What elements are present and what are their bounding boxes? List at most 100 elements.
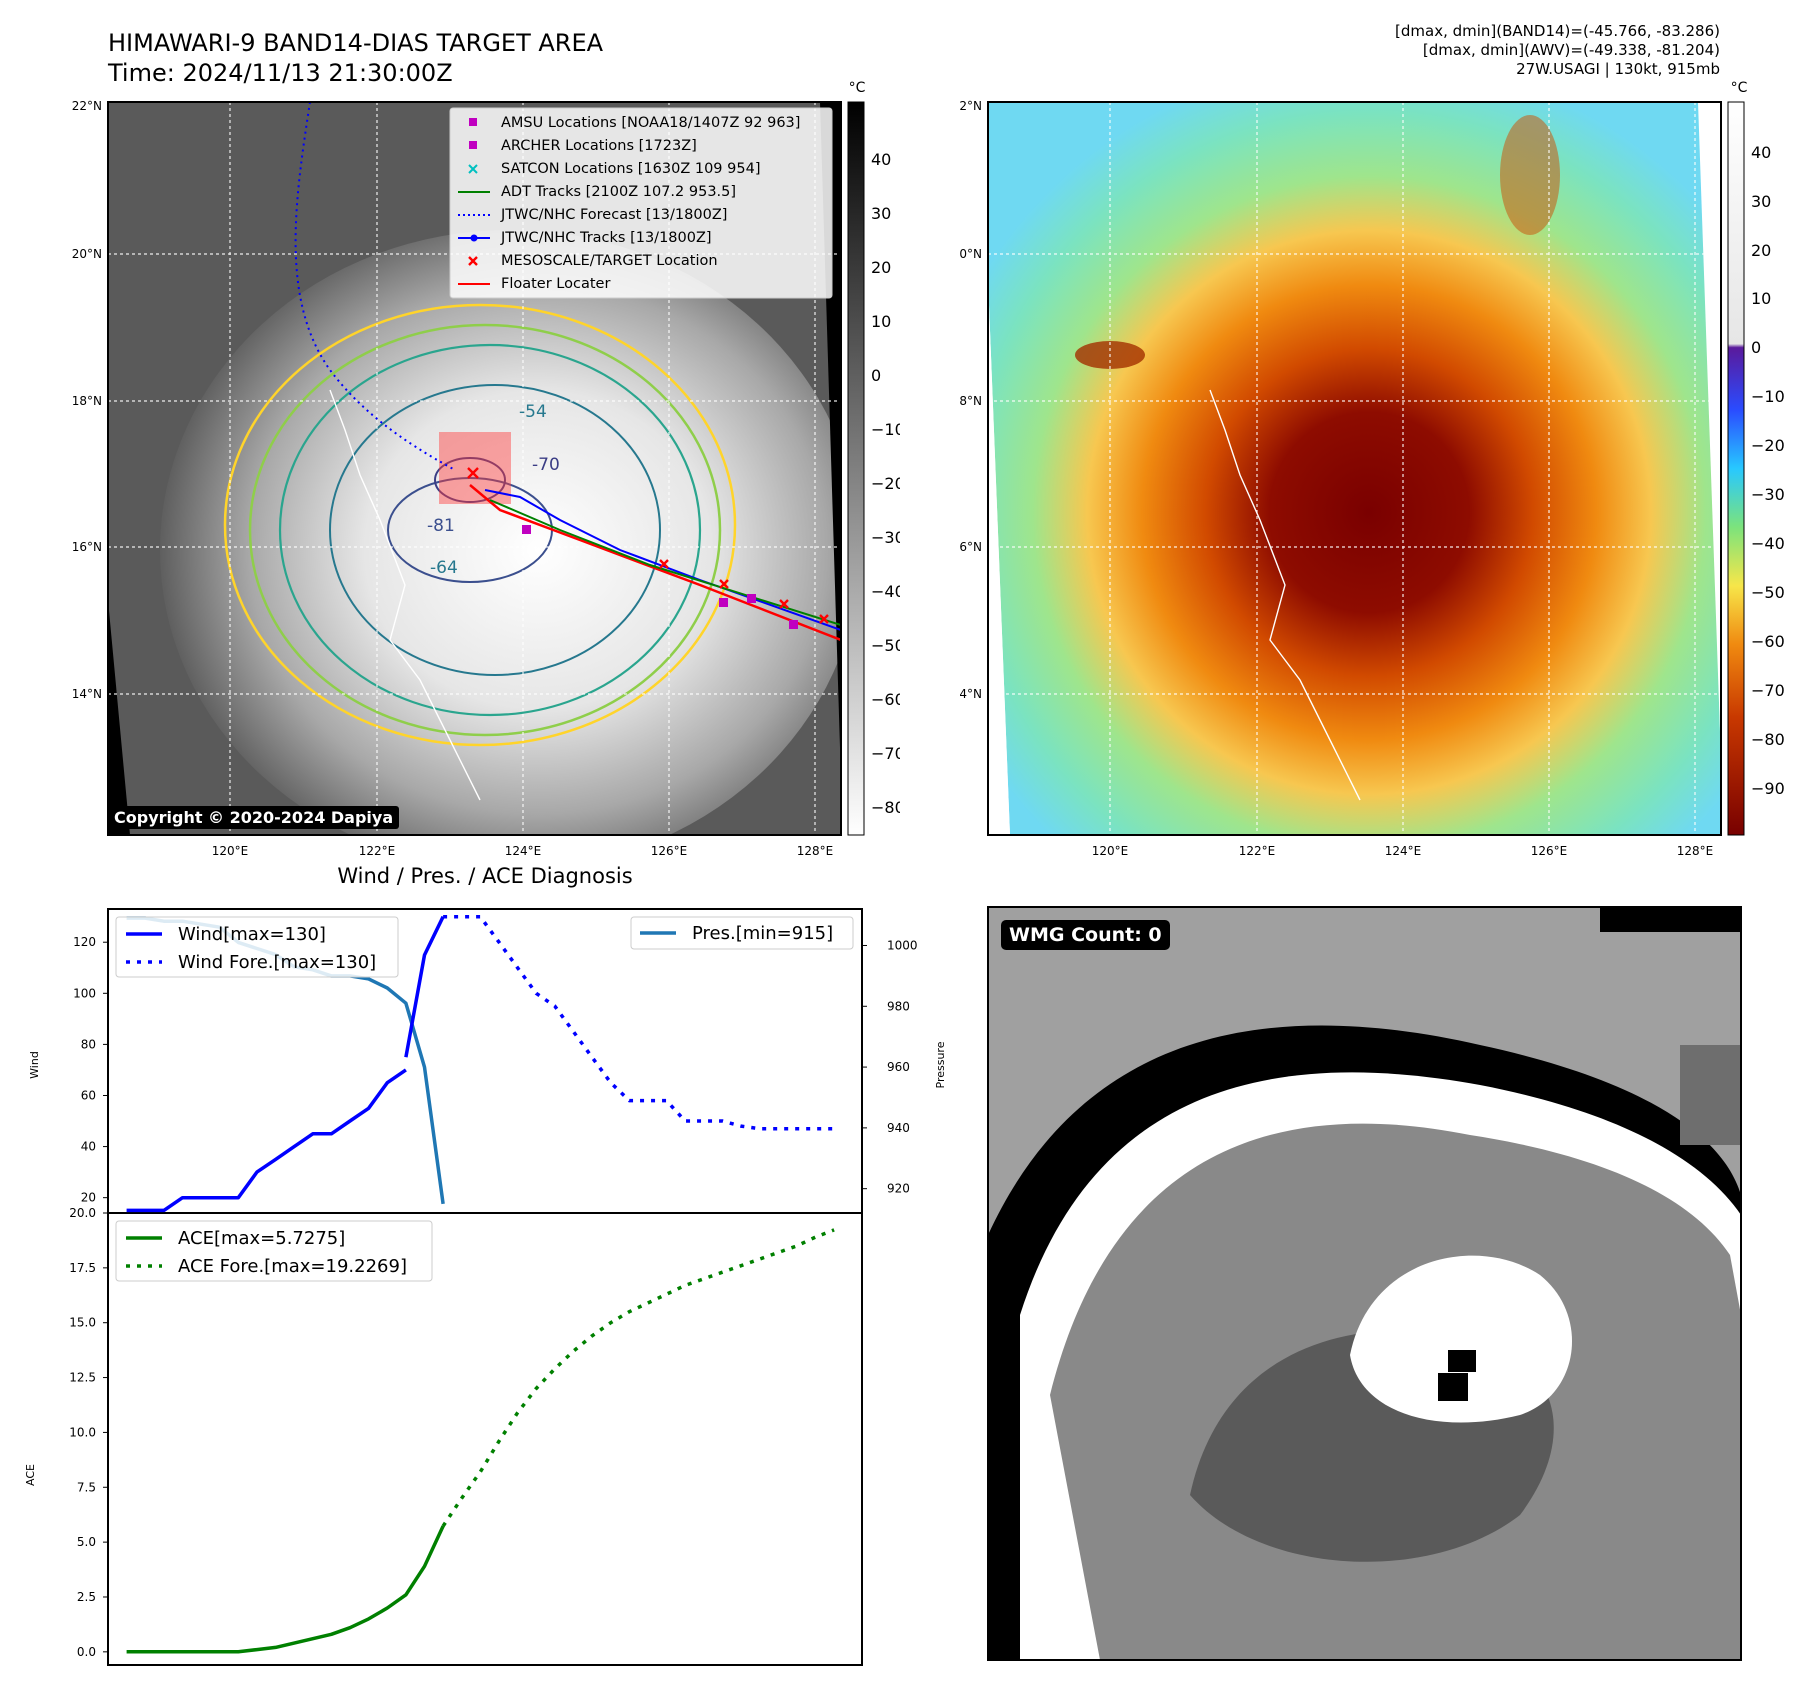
contour-label-2: -70 [532, 455, 560, 475]
pressure-tick-label: 1000 [887, 938, 918, 952]
svg-text:20°N: 20°N [960, 247, 982, 261]
meta-line1: [dmax, dmin](BAND14)=(-45.766, -83.286) [1395, 22, 1720, 40]
svg-text:0: 0 [871, 366, 881, 385]
floater-track [469, 484, 841, 642]
pressure-tick-label: 960 [887, 1060, 910, 1074]
svg-text:−20: −20 [1751, 436, 1785, 455]
legend-amsu: AMSU Locations [NOAA18/1407Z 92 963] [501, 115, 800, 131]
meta-line3: 27W.USAGI | 130kt, 915mb [1516, 60, 1720, 78]
legend-tracks: JTWC/NHC Tracks [13/1800Z] [500, 230, 712, 246]
svg-text:30: 30 [1751, 192, 1771, 211]
svg-text:−80: −80 [1751, 730, 1785, 749]
ace-tick-label: 15.0 [69, 1316, 96, 1330]
wind-tick-label: 100 [73, 986, 96, 1000]
wind-tick-label: 20 [81, 1191, 96, 1205]
svg-text:14°N: 14°N [960, 687, 982, 701]
svg-text:16°N: 16°N [960, 540, 982, 554]
color-colorbar-unit: °C [1731, 80, 1748, 96]
svg-text:−70: −70 [1751, 681, 1785, 700]
pressure-tick-label: 940 [887, 1121, 910, 1135]
svg-text:126°E: 126°E [1531, 844, 1568, 858]
wind-forecast-legend-label: Wind Fore.[max=130] [178, 952, 376, 973]
ace-forecast-line [441, 1228, 835, 1528]
amsu-marker [522, 525, 531, 534]
svg-text:40: 40 [871, 150, 891, 169]
target-markers [467, 467, 829, 624]
figure-title: HIMAWARI-9 BAND14-DIAS TARGET AREA Time:… [108, 28, 603, 88]
svg-text:124°E: 124°E [1385, 844, 1422, 858]
ace-legend-label: ACE[max=5.7275] [178, 1228, 345, 1249]
svg-text:−60: −60 [1751, 632, 1785, 651]
title-line2: Time: 2024/11/13 21:30:00Z [108, 59, 453, 87]
wind-line [126, 1068, 407, 1213]
svg-text:−50: −50 [871, 636, 900, 655]
svg-text:−40: −40 [871, 582, 900, 601]
svg-text:−20: −20 [871, 474, 900, 493]
svg-text:16°N: 16°N [72, 540, 102, 554]
ace-tick-label: 2.5 [77, 1590, 96, 1604]
wind-legend-label: Wind[max=130] [178, 924, 326, 945]
svg-text:14°N: 14°N [72, 687, 102, 701]
ace-forecast-legend-label: ACE Fore.[max=19.2269] [178, 1256, 407, 1277]
pressure-axis-label: Pressure [934, 1041, 947, 1088]
svg-text:−80: −80 [871, 798, 900, 817]
contour-label-1: -54 [519, 402, 547, 422]
svg-text:128°E: 128°E [797, 844, 834, 858]
copyright-badge: Copyright © 2020-2024 Dapiya [108, 806, 400, 829]
wind-tick-label: 120 [73, 935, 96, 949]
contour-label-3: -81 [427, 516, 455, 536]
contour-label-4: -64 [430, 558, 458, 578]
diagnosis-chart: 20 40 60 80 100 120 920 940 960 980 1000 Wind Pressu… [24, 908, 947, 1666]
svg-text:120°E: 120°E [1092, 844, 1129, 858]
wind-axis-label: Wind [28, 1051, 41, 1079]
gray-colorbar-ticks: 40 30 20 10 0 −10 −20 −30 −40 −50 −60 −7… [871, 150, 900, 817]
legend-floater: Floater Locater [501, 276, 610, 292]
svg-text:122°E: 122°E [359, 844, 396, 858]
svg-text:−70: −70 [871, 744, 900, 763]
ir-map-panel: -54 -70 -81 -64 22°N 20°N 18°N 16°N 14°N… [72, 80, 900, 858]
legend-satcon: SATCON Locations [1630Z 109 954] [501, 161, 760, 177]
svg-text:20: 20 [871, 258, 891, 277]
pressure-legend-label: Pres.[min=915] [692, 923, 833, 944]
ace-tick-label: 0.0 [77, 1645, 96, 1659]
svg-text:−60: −60 [871, 690, 900, 709]
svg-text:−30: −30 [1751, 485, 1785, 504]
ace-tick-label: 12.5 [69, 1371, 96, 1385]
archer-marker [719, 598, 728, 607]
ir-map-legend: AMSU Locations [NOAA18/1407Z 92 963] ARC… [449, 107, 833, 299]
svg-text:30: 30 [871, 204, 891, 223]
ace-panel-frame [107, 1212, 863, 1666]
legend-adt: ADT Tracks [2100Z 107.2 953.5] [501, 184, 736, 200]
svg-text:124°E: 124°E [505, 844, 542, 858]
ir-map-frame [107, 101, 842, 836]
wind-legend-box [115, 916, 399, 978]
svg-text:128°E: 128°E [1677, 844, 1714, 858]
svg-text:10: 10 [1751, 289, 1771, 308]
ace-axis-label: ACE [24, 1464, 37, 1486]
ir-lat-labels: 22°N 20°N 18°N 16°N 14°N [72, 99, 102, 701]
legend-forecast: JTWC/NHC Forecast [13/1800Z] [500, 207, 727, 223]
svg-text:−50: −50 [1751, 583, 1785, 602]
svg-text:20°N: 20°N [72, 247, 102, 261]
title-line1: HIMAWARI-9 BAND14-DIAS TARGET AREA [108, 29, 604, 57]
pressure-tick-label: 920 [887, 1182, 910, 1196]
svg-text:22°N: 22°N [960, 99, 982, 113]
awv-map-frame [987, 101, 1722, 836]
svg-text:126°E: 126°E [651, 844, 688, 858]
color-colorbar [1727, 101, 1745, 836]
wmg-frame [987, 906, 1742, 1661]
svg-text:40: 40 [1751, 143, 1771, 162]
svg-text:−10: −10 [871, 420, 900, 439]
awv-lon-labels: 120°E 122°E 124°E 126°E 128°E [1092, 844, 1714, 858]
wmg-count-badge: WMG Count: 0 [1001, 920, 1170, 950]
gray-colorbar-unit: °C [849, 80, 866, 96]
ir-lon-labels: 120°E 122°E 124°E 126°E 128°E [212, 844, 834, 858]
adt-track [489, 499, 841, 626]
wind-line-tail [404, 915, 445, 1058]
svg-text:−10: −10 [1751, 387, 1785, 406]
legend-archer: ARCHER Locations [1723Z] [501, 138, 697, 154]
svg-text:0: 0 [1751, 338, 1761, 357]
wind-tick-label: 60 [81, 1088, 96, 1102]
wmg-panel [987, 906, 1742, 1661]
ace-tick-label: 10.0 [69, 1425, 96, 1439]
